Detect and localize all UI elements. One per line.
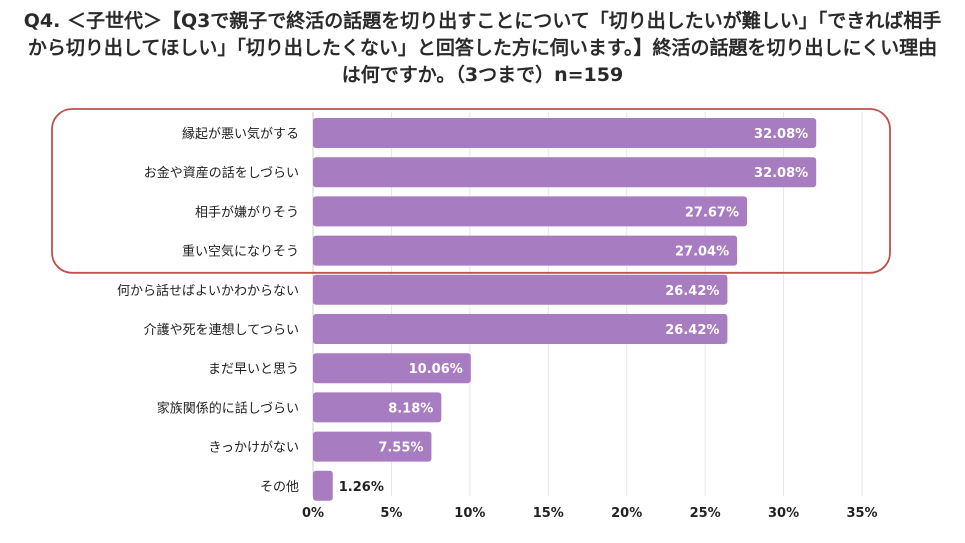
value-label: 26.42% [665, 323, 719, 338]
category-label: 介護や死を連想してつらい [144, 322, 299, 338]
category-label: 家族関係的に話しづらい [157, 400, 299, 416]
x-tick-label: 5% [380, 506, 402, 521]
value-label: 26.42% [665, 284, 719, 299]
value-label: 32.08% [754, 166, 808, 181]
category-label: 何から話せばよいかわからない [117, 283, 299, 299]
x-tick-label: 20% [611, 506, 642, 521]
bars [313, 118, 817, 501]
x-tick-label: 0% [302, 506, 324, 521]
bar [313, 314, 728, 344]
value-labels: 32.08% 32.08% 27.67% 27.04% 26.42% 26.42% 10.0… [339, 127, 808, 495]
value-label: 32.08% [754, 127, 808, 142]
x-tick-label: 25% [690, 506, 721, 521]
category-label: お金や資産の話をしづらい [144, 165, 299, 181]
bar [313, 157, 817, 188]
bar [313, 118, 817, 148]
bar [313, 353, 471, 384]
value-label: 10.06% [409, 362, 463, 377]
bar [313, 431, 432, 462]
value-label: 1.26% [339, 480, 384, 495]
category-label: 重い空気になりそう [182, 244, 299, 260]
value-label: 7.55% [378, 441, 423, 456]
value-label: 27.67% [685, 205, 739, 220]
bar [313, 392, 442, 423]
category-labels: 縁起が悪い気がするお金や資産の話をしづらい相手が嫌がりそう重い空気になりそう何か… [117, 126, 299, 495]
highlight-box [51, 108, 891, 274]
category-label: その他 [260, 480, 299, 495]
value-label: 27.04% [675, 245, 729, 260]
bar [313, 196, 748, 227]
x-tick-label: 15% [533, 506, 564, 521]
bar [313, 235, 738, 266]
x-tick-label: 10% [454, 506, 485, 521]
category-label: きっかけがない [209, 441, 299, 456]
bar [313, 274, 728, 305]
category-label: 相手が嫌がりそう [195, 205, 299, 220]
category-label: 縁起が悪い気がする [182, 126, 299, 142]
x-tick-label: 30% [768, 506, 799, 521]
bar [313, 470, 333, 501]
x-tick-labels: 0% 5% 10% 15% 20% 25% 30% 35% [302, 506, 878, 521]
category-label: まだ早いと思う [208, 362, 299, 377]
value-label: 8.18% [388, 401, 433, 416]
chart-title: Q4. ＜子世代＞【Q3で親子で終活の話題を切り出すことについて「切り出したいが… [23, 10, 942, 86]
x-tick-label: 35% [846, 506, 877, 521]
